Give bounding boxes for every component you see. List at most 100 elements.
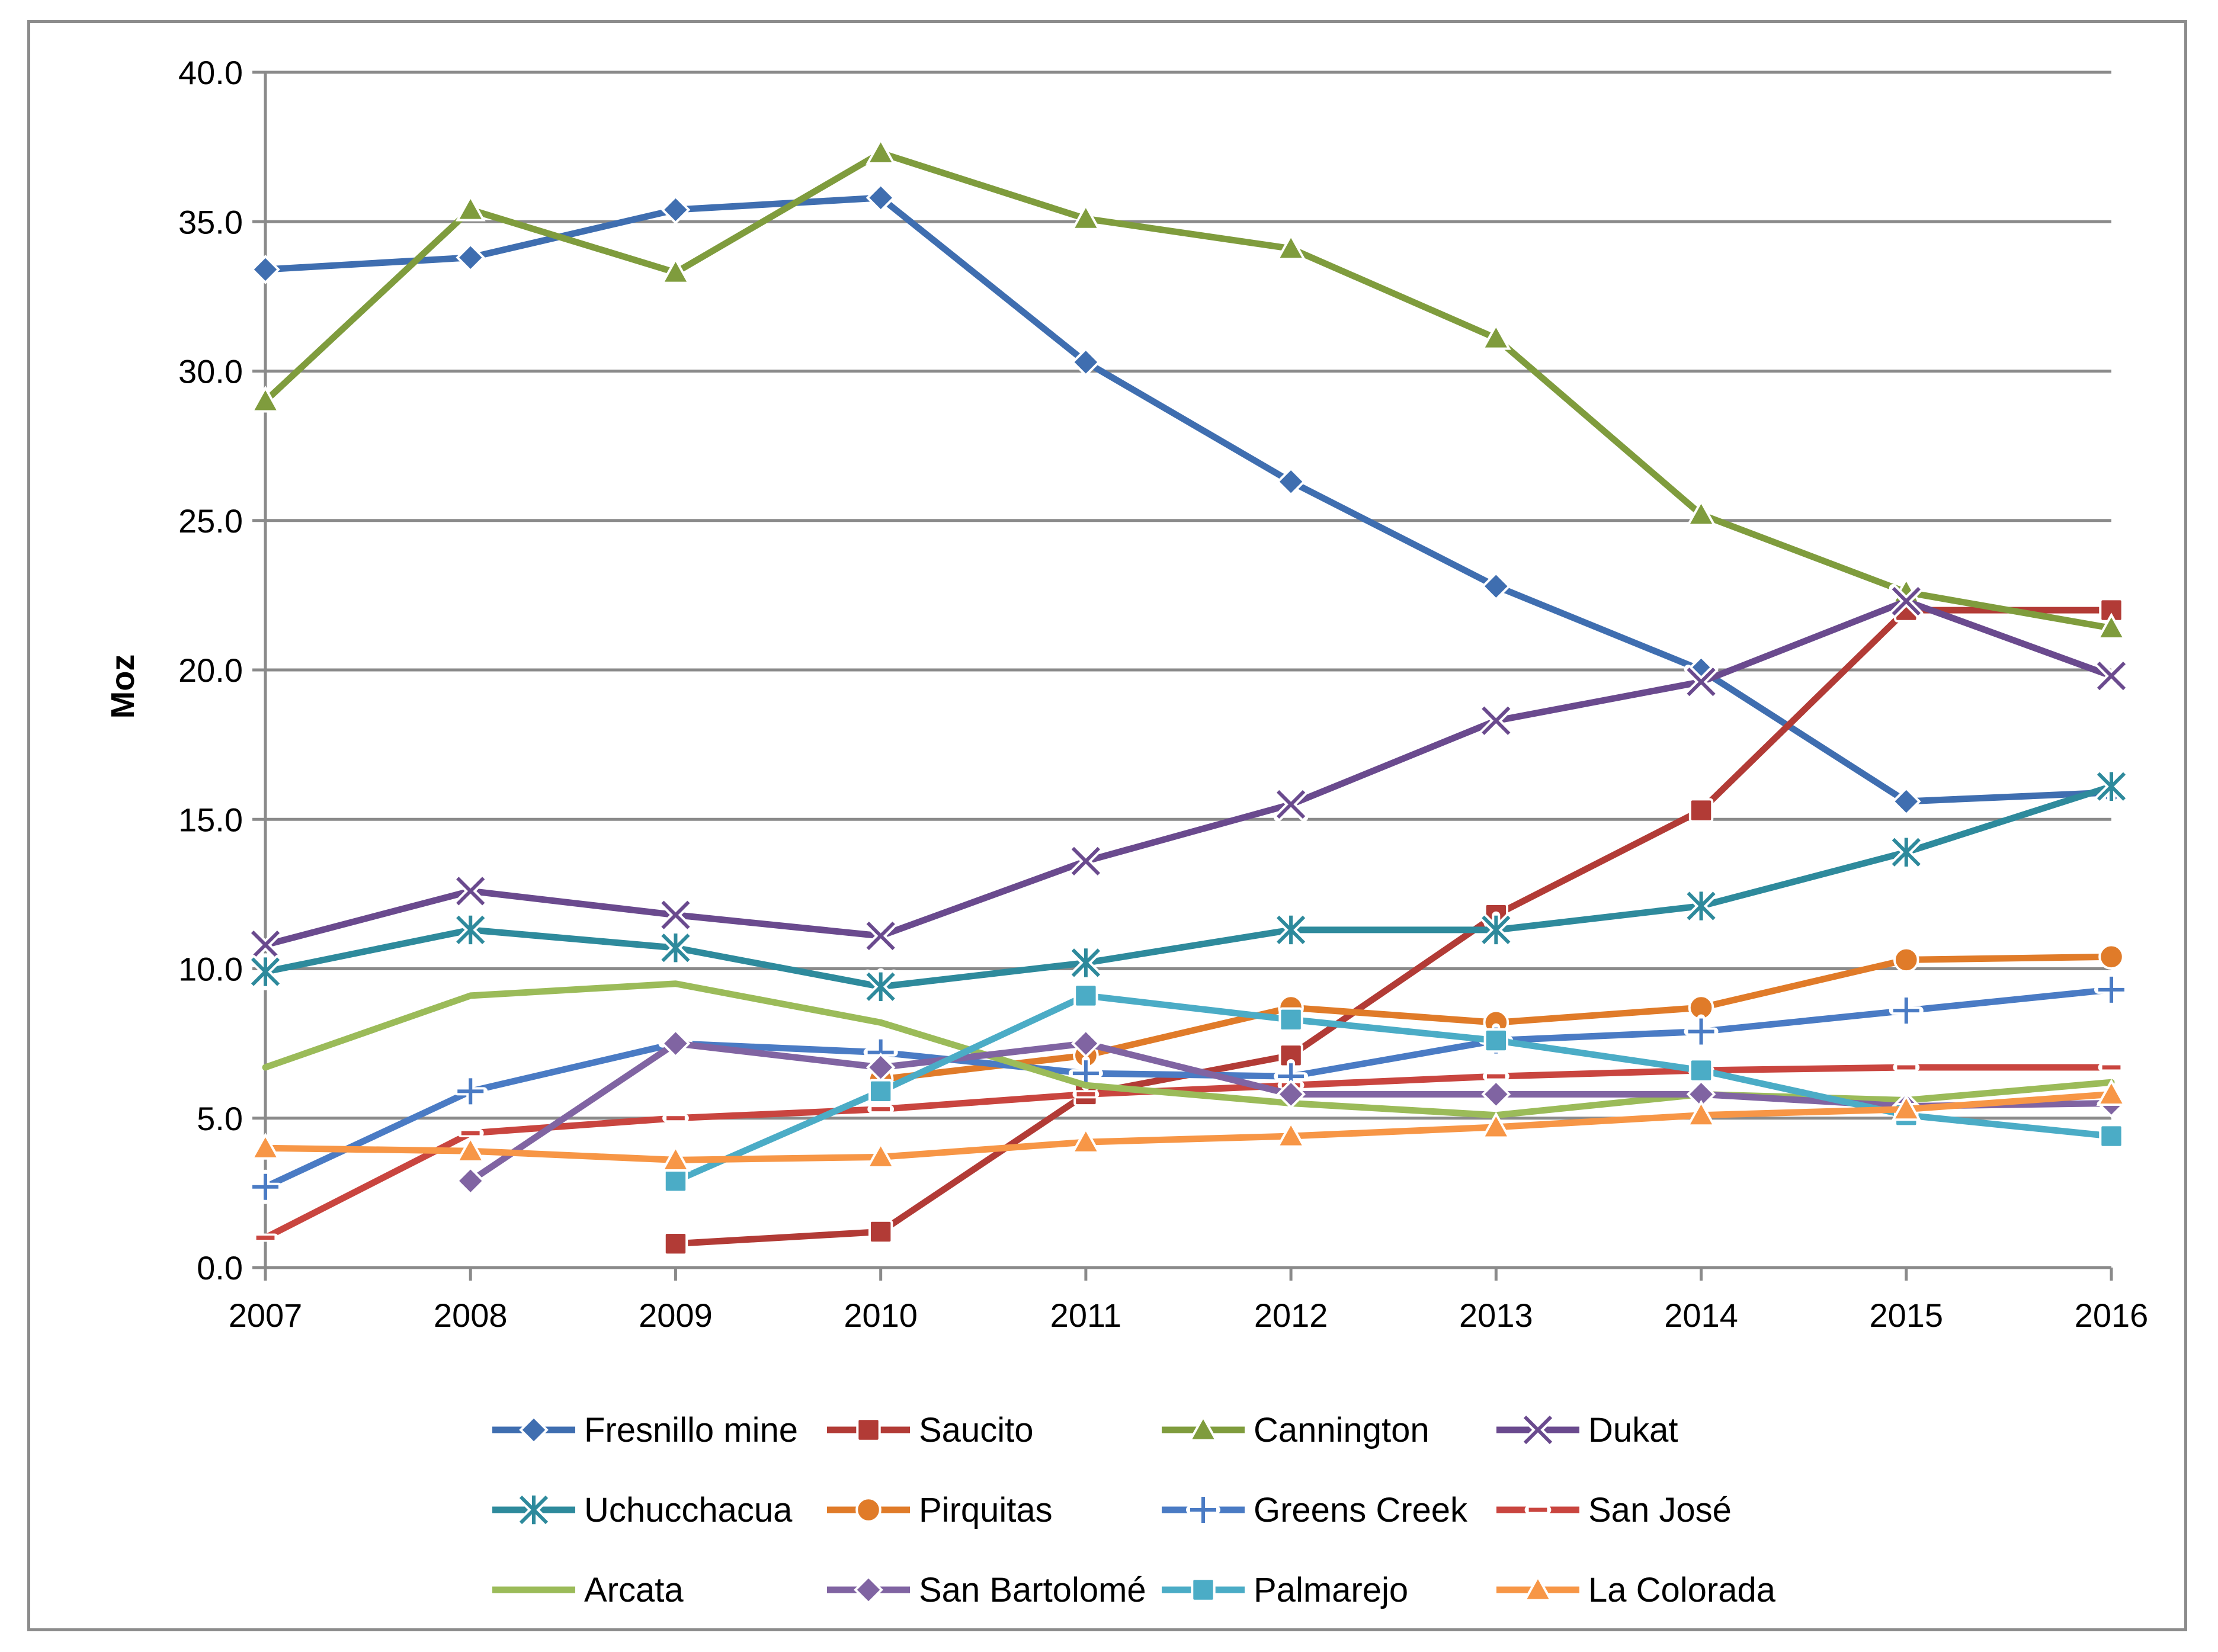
y-tick-label: 40.0 [178,54,243,91]
data-point [248,953,283,990]
series-arcata [262,980,2115,1119]
chart-frame: 0.0 5.0 10.0 15.0 20.0 25.0 30.0 35.0 40.0 2007 20… [27,20,2187,1631]
marker-stroke [1688,1018,1714,1045]
marker-stroke [1482,915,1511,945]
legend-marker [1523,1574,1553,1602]
legend-label: Saucito [919,1411,1033,1449]
legend-item: Saucito [827,1411,1033,1449]
data-point [1684,665,1719,700]
marker-stroke [866,972,895,1001]
data-point [2096,1079,2127,1106]
marker-stroke [519,1495,549,1525]
y-axis-title: Moz [104,655,141,719]
data-point [1276,1079,1306,1109]
legend-label: Cannington [1254,1411,1429,1449]
data-point [1068,1056,1103,1091]
data-point [1278,1007,1303,1032]
legend-marker [1191,1577,1216,1602]
data-point [1276,467,1306,496]
data-point [1275,1120,1306,1148]
data-point [1686,1099,1716,1127]
legend-item: San Bartolomé [827,1571,1146,1609]
data-point [1684,887,1719,925]
data-point [1274,911,1309,949]
data-point [1891,1093,1922,1121]
data-point [455,194,486,222]
data-point [1068,843,1103,878]
data-point [1480,1111,1511,1139]
data-point [868,1219,893,1244]
data-point [453,911,488,949]
data-point [1070,203,1101,230]
y-tick-label: 10.0 [178,951,243,988]
data-point [1686,499,1716,527]
legend-label: Greens Creek [1254,1491,1468,1529]
x-tick-label: 2011 [1050,1297,1121,1334]
marker-stroke [456,915,485,945]
series-line [262,1064,2115,1242]
x-tick-label: 2007 [229,1297,303,1334]
data-point [866,183,896,213]
data-point [453,874,488,909]
data-point [1070,1126,1101,1154]
legend-item: Uchucchacua [492,1491,793,1529]
data-point [2099,1124,2124,1149]
marker-stroke [457,1078,484,1105]
legend-marker [517,1491,551,1529]
y-tick-label: 20.0 [178,652,243,689]
data-point [1889,993,1924,1028]
y-tick-label: 30.0 [178,353,243,390]
y-tick-label: 35.0 [178,203,243,240]
legend-item: Fresnillo mine [492,1411,798,1449]
marker-stroke [661,933,690,963]
series-lines [248,137,2129,1256]
data-point [1479,911,1514,949]
data-point [248,1169,283,1204]
legend-label: Pirquitas [919,1491,1053,1529]
legend-marker [1188,1414,1219,1442]
marker-stroke [251,957,280,986]
marker-stroke [1892,838,1921,867]
data-point [1481,1079,1511,1109]
data-point [1071,1028,1101,1058]
data-point [866,1141,896,1169]
series-line [262,1090,2115,1163]
marker-stroke [251,931,280,960]
x-tick-label: 2009 [639,1297,713,1334]
series-line [262,980,2115,1119]
marker-stroke [1892,586,1921,616]
data-point [1688,1058,1714,1083]
legend-label: Uchucchacua [584,1491,793,1529]
data-point [2094,768,2129,805]
series-uchucchacua [248,768,2129,1005]
legend-item: San José [1496,1491,1732,1529]
data-point [663,1168,688,1194]
data-point [868,1079,893,1104]
data-point [1275,233,1306,261]
data-point [661,256,691,284]
series-cannington [250,137,2127,640]
x-tick-label: 2016 [2075,1297,2149,1334]
marker-stroke [1276,790,1306,819]
series-dukat [248,583,2129,963]
data-point [661,1144,691,1172]
marker-stroke [456,877,485,906]
marker-stroke [2097,661,2126,691]
data-point [456,1166,486,1196]
data-point [658,929,693,967]
data-point [661,195,691,224]
x-tick-label: 2010 [844,1297,918,1334]
legend-label: San Bartolomé [919,1571,1146,1609]
data-point [2094,659,2129,694]
x-tick-label: 2014 [1664,1297,1738,1334]
x-tick-label: 2012 [1254,1297,1328,1334]
legend-item: Cannington [1162,1411,1429,1449]
marker-stroke [661,900,690,929]
data-point [1483,1028,1509,1053]
data-point [456,242,486,272]
data-point [250,1133,281,1160]
y-tick-label: 25.0 [178,502,243,540]
marker-stroke [1523,1415,1553,1445]
data-point [658,897,693,932]
gridlines [265,70,2111,1120]
